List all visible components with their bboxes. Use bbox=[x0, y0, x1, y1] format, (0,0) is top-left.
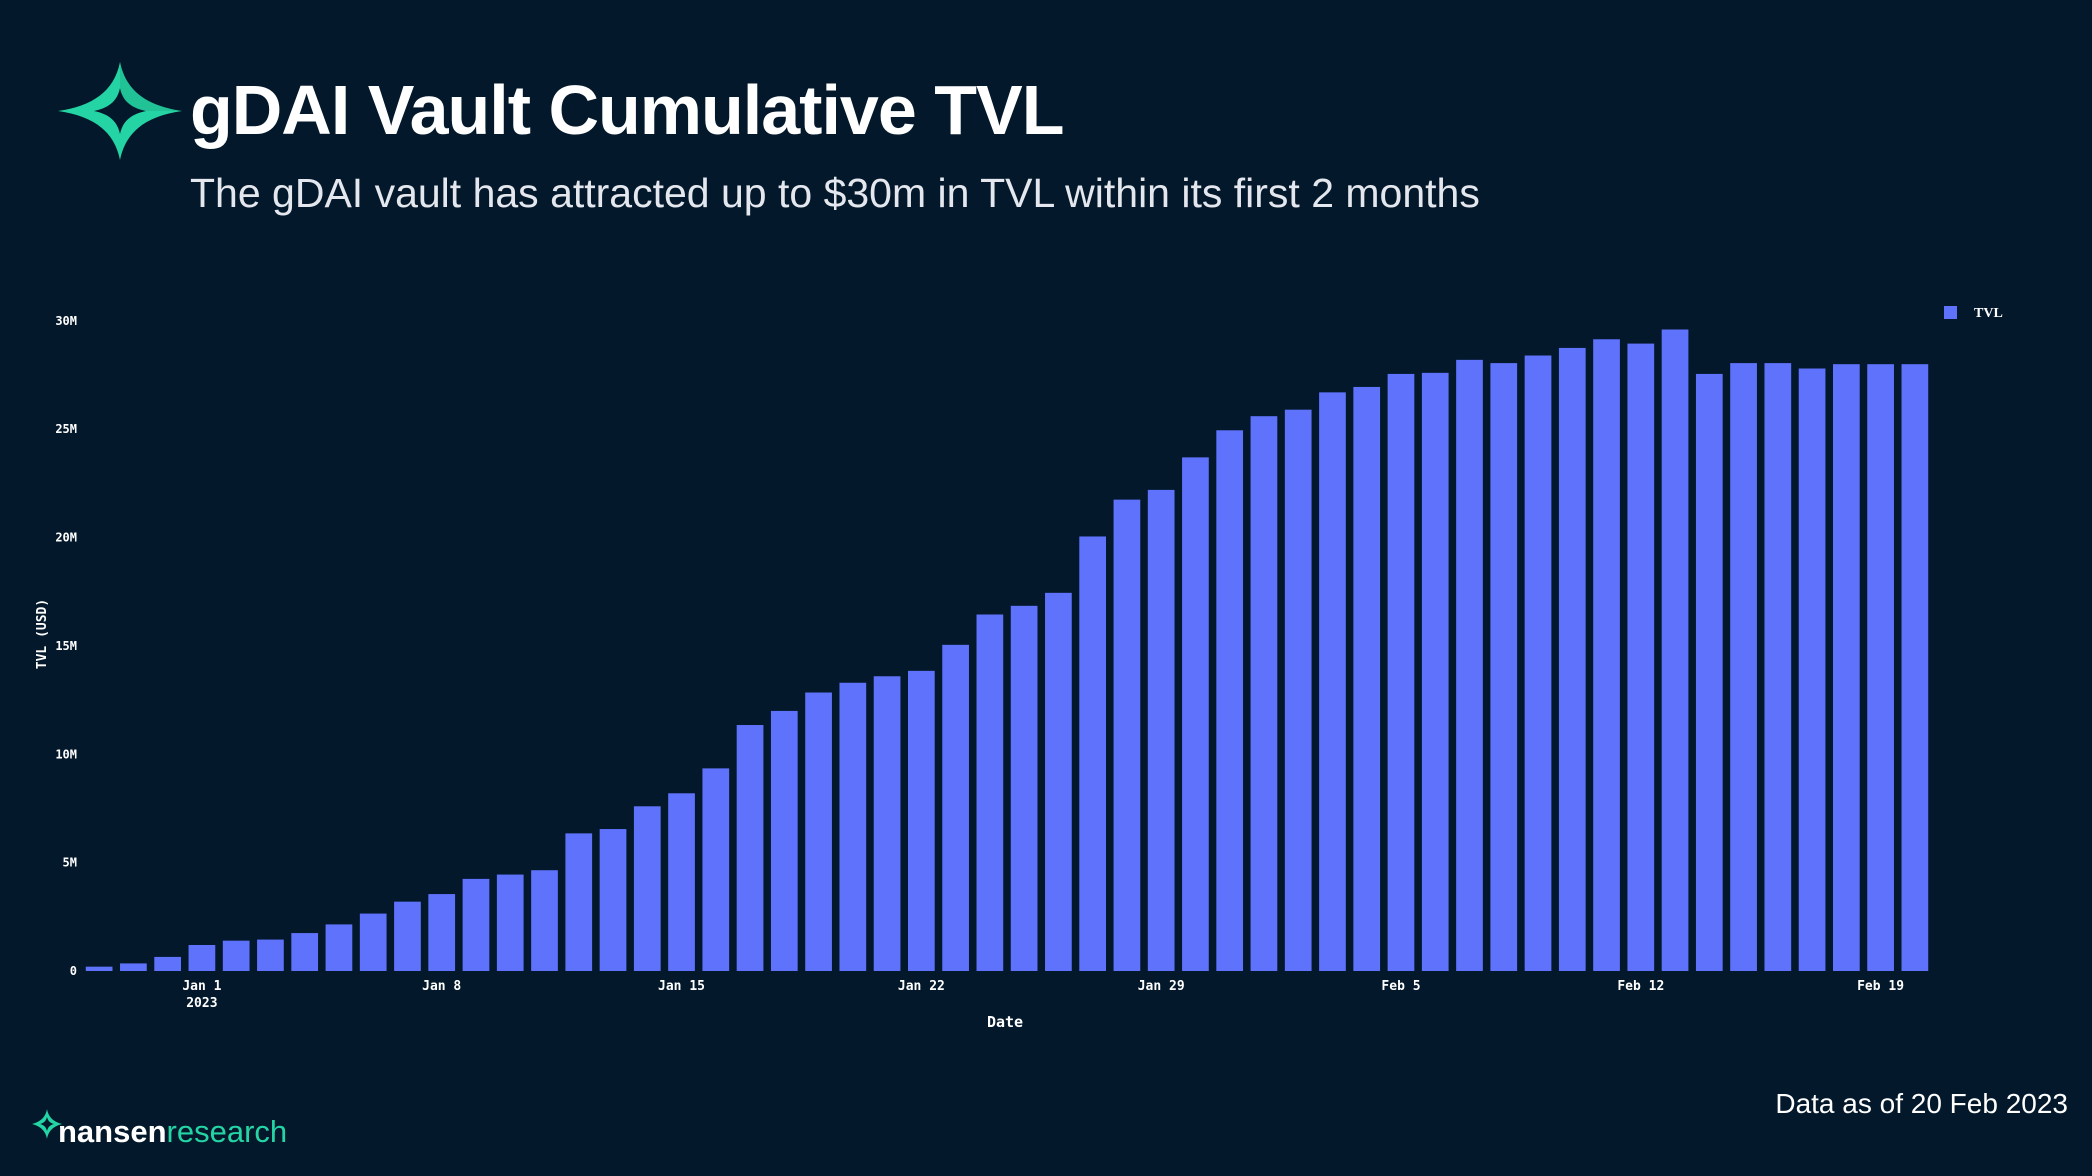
bar-feb-16[interactable] bbox=[1764, 363, 1792, 972]
bar-jan-10[interactable] bbox=[496, 874, 524, 971]
page-title: gDAI Vault Cumulative TVL bbox=[190, 71, 1064, 149]
x-tick-label: Jan 29 bbox=[1138, 979, 1185, 994]
y-axis-label: TVL (USD) bbox=[35, 599, 50, 669]
bar-feb-7[interactable] bbox=[1456, 359, 1483, 972]
bar-jan-12[interactable] bbox=[565, 833, 593, 971]
legend-label-tvl: TVL bbox=[1974, 306, 2003, 321]
page-subtitle: The gDAI vault has attracted up to $30m … bbox=[190, 170, 1480, 216]
bar-jan-21[interactable] bbox=[873, 676, 901, 971]
data-date-note: Data as of 20 Feb 2023 bbox=[1775, 1088, 2068, 1119]
y-tick-label: 10M bbox=[55, 747, 77, 761]
x-tick-label: Feb 5 bbox=[1381, 979, 1420, 994]
bar-feb-20[interactable] bbox=[1901, 364, 1929, 971]
y-tick-label: 20M bbox=[55, 531, 77, 545]
bar-jan-27[interactable] bbox=[1079, 536, 1107, 971]
bar-feb-12[interactable] bbox=[1627, 343, 1655, 972]
bar-jan-8[interactable] bbox=[428, 894, 456, 971]
y-tick-label: 5M bbox=[63, 856, 77, 870]
bar-feb-14[interactable] bbox=[1695, 373, 1723, 971]
bar-feb-19[interactable] bbox=[1867, 364, 1894, 971]
nansen-star-icon bbox=[58, 62, 182, 160]
bar-jan-1[interactable] bbox=[188, 944, 216, 971]
bar-jan-18[interactable] bbox=[770, 710, 798, 971]
bar-feb-13[interactable] bbox=[1661, 329, 1689, 972]
bar-jan-29[interactable] bbox=[1147, 489, 1175, 971]
bar-feb-11[interactable] bbox=[1593, 339, 1620, 971]
y-tick-label: 15M bbox=[55, 639, 77, 653]
y-tick-label: 0 bbox=[70, 964, 77, 978]
bar-feb-1[interactable] bbox=[1250, 416, 1278, 971]
bar-jan-19[interactable] bbox=[805, 692, 832, 971]
y-tick-label: 25M bbox=[55, 422, 77, 436]
chart-legend[interactable]: TVL bbox=[1944, 306, 2003, 321]
bar-jan-4[interactable] bbox=[291, 933, 319, 971]
bar-jan-6[interactable] bbox=[359, 913, 387, 971]
x-tick-label: Jan 22 bbox=[898, 979, 945, 994]
bar-dec-30[interactable] bbox=[120, 963, 147, 971]
bar-series-tvl bbox=[85, 329, 1929, 972]
bar-jan-25[interactable] bbox=[1010, 605, 1038, 971]
bar-jan-7[interactable] bbox=[394, 901, 421, 971]
bar-dec-31[interactable] bbox=[154, 956, 182, 971]
nansen-research-wordmark: nansenresearch bbox=[58, 1114, 288, 1149]
x-tick-label: Jan 8 bbox=[422, 979, 461, 994]
bar-feb-4[interactable] bbox=[1353, 386, 1381, 971]
bar-jan-11[interactable] bbox=[531, 870, 558, 971]
bar-jan-22[interactable] bbox=[907, 670, 935, 971]
bar-jan-5[interactable] bbox=[325, 924, 353, 971]
bar-jan-2[interactable] bbox=[222, 940, 250, 971]
bar-jan-3[interactable] bbox=[257, 939, 284, 971]
bar-jan-9[interactable] bbox=[462, 878, 490, 971]
y-axis: 0 5M 10M 15M 20M 25M 30M bbox=[55, 314, 77, 978]
bar-jan-15[interactable] bbox=[668, 793, 695, 971]
bar-jan-30[interactable] bbox=[1182, 457, 1209, 971]
bar-dec-29[interactable] bbox=[85, 966, 113, 971]
x-tick-sublabel: 2023 bbox=[186, 996, 217, 1011]
bar-jan-17[interactable] bbox=[736, 725, 764, 971]
bar-feb-18[interactable] bbox=[1832, 364, 1860, 971]
bar-jan-31[interactable] bbox=[1216, 430, 1244, 971]
bar-jan-26[interactable] bbox=[1045, 592, 1072, 971]
x-tick-label: Feb 12 bbox=[1617, 979, 1664, 994]
x-tick-label: Feb 19 bbox=[1857, 979, 1904, 994]
bar-feb-6[interactable] bbox=[1421, 372, 1449, 972]
bar-jan-28[interactable] bbox=[1113, 499, 1141, 971]
x-axis: Jan 1 2023 Jan 8 Jan 15 Jan 22 Jan 29 Feb 5 Feb… bbox=[182, 979, 1904, 1011]
bar-jan-24[interactable] bbox=[976, 614, 1004, 971]
bar-feb-9[interactable] bbox=[1524, 355, 1552, 971]
x-axis-label: Date bbox=[987, 1013, 1023, 1031]
x-tick-label: Jan 15 bbox=[658, 979, 705, 994]
bar-feb-5[interactable] bbox=[1387, 373, 1415, 971]
bar-feb-3[interactable] bbox=[1319, 392, 1346, 972]
nansen-brand-icon bbox=[32, 1109, 62, 1139]
bar-jan-20[interactable] bbox=[839, 682, 867, 971]
bar-jan-14[interactable] bbox=[633, 806, 661, 971]
legend-swatch-tvl bbox=[1944, 306, 1957, 319]
bar-jan-16[interactable] bbox=[702, 768, 730, 971]
bar-jan-23[interactable] bbox=[942, 644, 969, 971]
bar-jan-13[interactable] bbox=[599, 829, 627, 971]
bar-feb-10[interactable] bbox=[1558, 347, 1586, 971]
x-tick-label: Jan 1 bbox=[182, 979, 221, 994]
y-tick-label: 30M bbox=[55, 314, 77, 328]
bar-feb-17[interactable] bbox=[1798, 368, 1826, 971]
bar-feb-8[interactable] bbox=[1490, 363, 1518, 972]
bar-feb-15[interactable] bbox=[1730, 363, 1757, 972]
bar-feb-2[interactable] bbox=[1284, 409, 1312, 971]
